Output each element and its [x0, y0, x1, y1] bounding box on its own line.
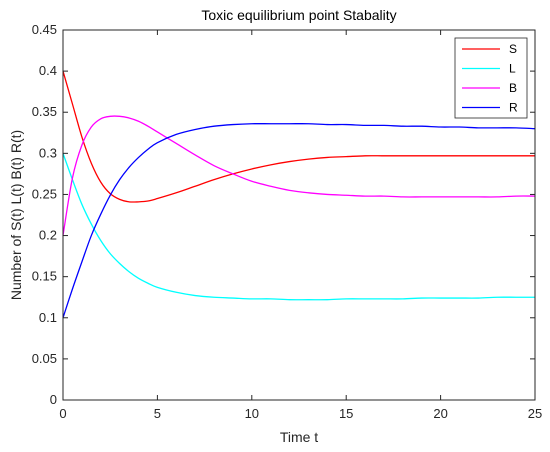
y-tick-label: 0.05 — [32, 351, 57, 366]
legend-label-b: B — [509, 81, 517, 95]
series-layer — [62, 70, 536, 318]
y-tick-label: 0.35 — [32, 104, 57, 119]
y-tick-label: 0.45 — [32, 22, 57, 37]
y-tick-label: 0.2 — [39, 228, 57, 243]
y-tick-label: 0.3 — [39, 145, 57, 160]
y-tick-label: 0.4 — [39, 63, 57, 78]
x-axis-label: Time t — [280, 429, 318, 445]
tick-layer: 0 5 10 15 20 25 0 0.05 0.1 0.15 0.2 0.25 0.3 0.35 0.4 0… — [32, 22, 543, 421]
y-tick-label: 0.1 — [39, 310, 57, 325]
legend-label-s: S — [509, 42, 517, 56]
x-tick-label: 15 — [339, 406, 353, 421]
x-tick-label: 25 — [528, 406, 542, 421]
x-tick-label: 20 — [433, 406, 447, 421]
series-line-s — [62, 70, 535, 203]
x-tick-label: 10 — [245, 406, 259, 421]
legend-label-r: R — [509, 101, 518, 115]
y-tick-label: 0.25 — [32, 186, 57, 201]
y-tick-label: 0.15 — [32, 269, 57, 284]
y-tick-label: 0 — [50, 392, 57, 407]
x-tick-label: 0 — [59, 406, 66, 421]
x-tick-label: 5 — [154, 406, 161, 421]
series-line-r — [62, 123, 536, 318]
chart-title: Toxic equilibrium point Stabality — [201, 7, 396, 23]
series-line-b — [62, 115, 536, 236]
legend-label-l: L — [509, 62, 516, 76]
plot-frame — [62, 29, 536, 401]
legend-box — [454, 37, 528, 119]
y-axis-label: Number of S(t) L(t) B(t) R(t) — [8, 130, 24, 300]
series-line-l — [62, 153, 535, 301]
